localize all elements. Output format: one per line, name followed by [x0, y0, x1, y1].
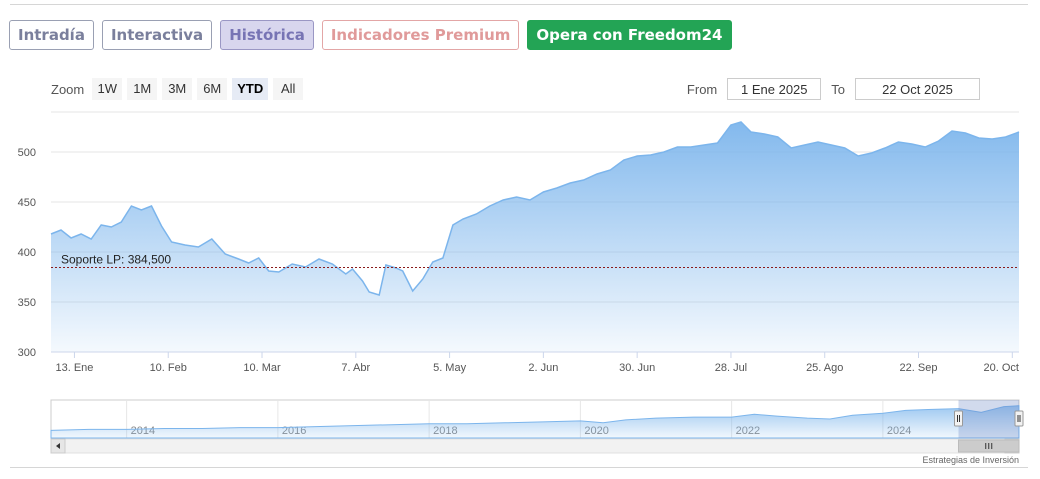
price-line — [50, 121, 1020, 296]
chart-credit: Estrategias de Inversión — [922, 455, 1019, 465]
tab-indicadores-premium[interactable]: Indicadores Premium — [321, 20, 520, 50]
date-range-selector: From To — [677, 77, 980, 101]
support-label: Soporte LP: 384,500 — [61, 253, 171, 267]
zoom-button-1m[interactable]: 1M — [127, 78, 158, 100]
x-tick-label: 10. Feb — [150, 362, 187, 374]
tab-intradia[interactable]: Intradía — [9, 20, 94, 50]
zoom-button-1w[interactable]: 1W — [92, 78, 123, 100]
zoom-selector: Zoom 1W 1M 3M 6M YTD All — [51, 78, 306, 100]
x-tick-label: 2. Jun — [528, 362, 558, 374]
zoom-button-6m[interactable]: 6M — [197, 78, 228, 100]
x-tick-label: 7. Abr — [341, 362, 370, 374]
navigator-handle-left[interactable] — [954, 410, 963, 427]
x-tick-label: 20. Oct — [984, 362, 1019, 374]
navigator-window[interactable] — [958, 400, 1020, 438]
y-tick-label: 350 — [18, 297, 36, 309]
to-label: To — [831, 81, 845, 97]
zoom-button-ytd[interactable]: YTD — [232, 78, 269, 100]
y-tick-label: 500 — [18, 147, 36, 159]
tab-historica[interactable]: Histórica — [220, 20, 314, 50]
tab-interactiva[interactable]: Interactiva — [101, 20, 213, 50]
zoom-label: Zoom — [51, 81, 85, 97]
opera-freedom24-button[interactable]: Opera con Freedom24 — [527, 20, 732, 50]
y-tick-label: 450 — [18, 197, 36, 209]
scrollbar-left-button[interactable] — [50, 438, 66, 454]
x-tick-label: 5. May — [433, 362, 467, 374]
x-tick-label: 30. Jun — [619, 362, 655, 374]
y-tick-label: 300 — [18, 347, 36, 359]
x-tick-label: 22. Sep — [900, 362, 938, 374]
x-tick-label: 10. Mar — [243, 362, 281, 374]
top-divider — [10, 4, 1028, 5]
x-tick-label: 25. Ago — [806, 362, 843, 374]
zoom-button-3m[interactable]: 3M — [162, 78, 193, 100]
chart-tabs: Intradía Interactiva Histórica Indicador… — [9, 20, 732, 50]
to-date-input[interactable] — [855, 78, 980, 100]
scrollbar-track[interactable] — [50, 438, 1020, 454]
from-label: From — [686, 81, 718, 97]
scrollbar-thumb[interactable] — [958, 439, 1020, 453]
navigator-handle-right[interactable] — [1014, 410, 1024, 427]
from-date-input[interactable] — [727, 78, 822, 100]
x-tick-label: 28. Jul — [715, 362, 747, 374]
y-tick-label: 400 — [18, 247, 36, 259]
bottom-divider — [10, 467, 1028, 468]
price-chart: Soporte LP: 384,500 300 350 400 450 500 13. … — [18, 111, 1024, 454]
x-tick-label: 13. Ene — [55, 362, 93, 374]
price-area — [51, 122, 1019, 352]
navigator-series — [50, 405, 1020, 439]
zoom-button-all[interactable]: All — [273, 78, 304, 100]
